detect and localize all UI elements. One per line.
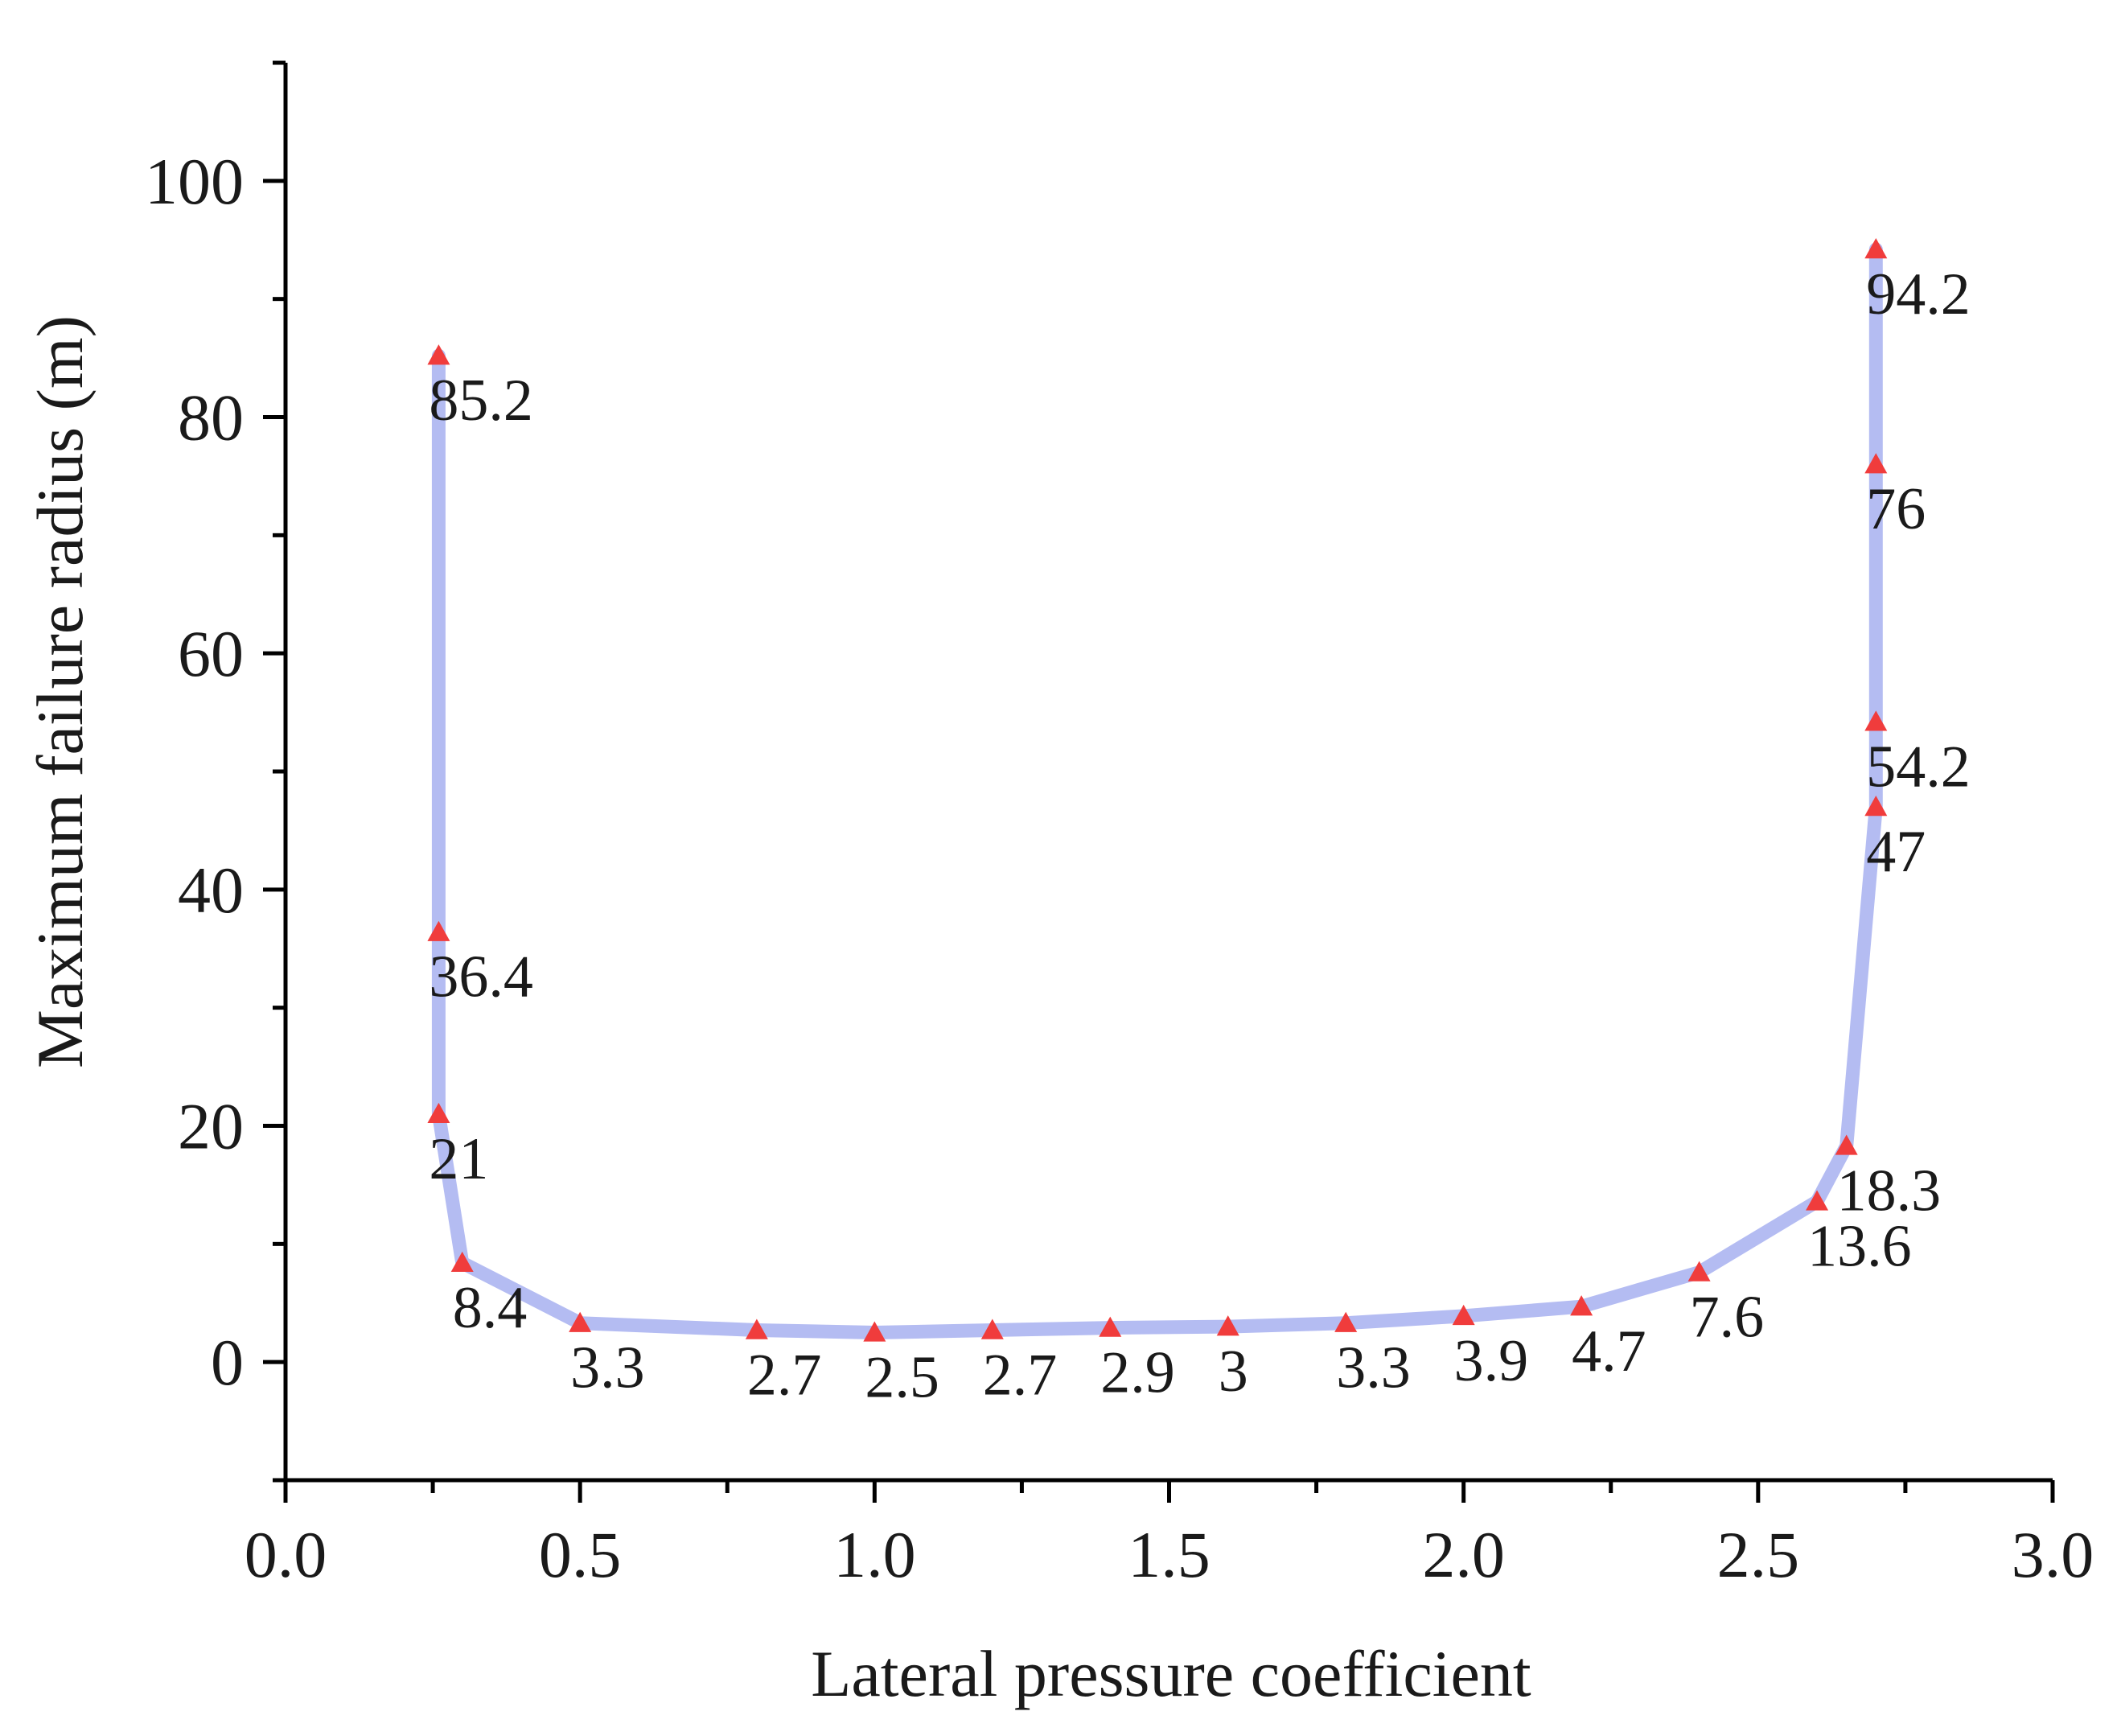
data-markers [427,237,1888,1342]
data-point-marker [1864,796,1888,817]
x-tick-label: 2.5 [1717,1518,1800,1591]
x-tick-label: 0.5 [539,1518,622,1591]
x-tick-label: 2.0 [1422,1518,1505,1591]
data-point-label: 2.9 [1100,1340,1175,1406]
data-point-marker [427,1102,450,1124]
y-axis-title: Maximum failure radius (m) [23,315,97,1068]
data-labels: 85.2 36.4 21 8.4 3.3 2.7 2.5 2.7 2.9 3 3.3 3.9 4.7 7.… [429,261,1970,1410]
data-point-label: 8.4 [453,1275,528,1341]
data-point-marker [980,1318,1004,1339]
data-point-label: 13.6 [1807,1213,1912,1279]
data-point-label: 54.2 [1866,734,1971,800]
data-point-label: 36.4 [429,944,533,1010]
y-tick-label: 20 [178,1090,244,1163]
data-point-marker [569,1311,592,1332]
data-point-marker [1687,1261,1711,1281]
data-point-label: 47 [1866,819,1926,885]
data-point-marker [1835,1134,1858,1155]
x-tick-label: 1.0 [833,1518,916,1591]
y-tick-label: 0 [211,1326,244,1399]
data-point-label: 94.2 [1866,261,1971,327]
data-point-label: 76 [1866,476,1926,542]
data-point-label: 21 [429,1126,488,1192]
y-tick-label: 80 [178,381,244,455]
data-point-label: 2.7 [747,1343,822,1409]
x-tick-label: 1.5 [1128,1518,1211,1591]
data-point-marker [1216,1315,1239,1336]
data-point-marker [1864,710,1888,731]
data-point-marker [1864,237,1888,259]
tick-marks [263,60,2055,1503]
data-point-label: 18.3 [1837,1158,1942,1224]
tick-labels: 0.0 0.5 1.0 1.5 2.0 2.5 3.0 0 20 40 60 80 100 [145,145,2094,1591]
data-point-marker [450,1251,474,1273]
data-point-marker [1334,1311,1358,1332]
data-point-label: 2.5 [865,1344,939,1410]
data-point-label: 3.3 [570,1335,645,1401]
data-point-label: 2.7 [983,1343,1058,1409]
data-point-label: 3.9 [1454,1328,1529,1394]
y-tick-label: 40 [178,854,244,927]
data-point-marker [863,1321,886,1342]
data-point-marker [1099,1316,1122,1337]
data-point-marker [1806,1190,1829,1211]
axes [283,63,2053,1483]
data-point-marker [427,920,450,941]
data-point-label: 4.7 [1572,1318,1646,1384]
data-point-label: 85.2 [429,368,533,434]
data-point-marker [745,1318,768,1339]
data-point-label: 7.6 [1690,1285,1765,1351]
x-tick-label: 3.0 [2012,1518,2094,1591]
y-tick-label: 60 [178,617,244,690]
data-point-label: 3.3 [1336,1335,1411,1401]
data-point-marker [1452,1304,1475,1326]
y-tick-label: 100 [145,145,244,218]
data-point-marker [427,344,450,365]
data-point-marker [1864,453,1888,474]
series-line [431,242,1883,1339]
data-point-label: 3 [1219,1339,1248,1405]
x-tick-label: 0.0 [245,1518,327,1591]
x-axis-title: Lateral pressure coefficient [811,1637,1531,1710]
data-point-marker [1570,1295,1593,1316]
